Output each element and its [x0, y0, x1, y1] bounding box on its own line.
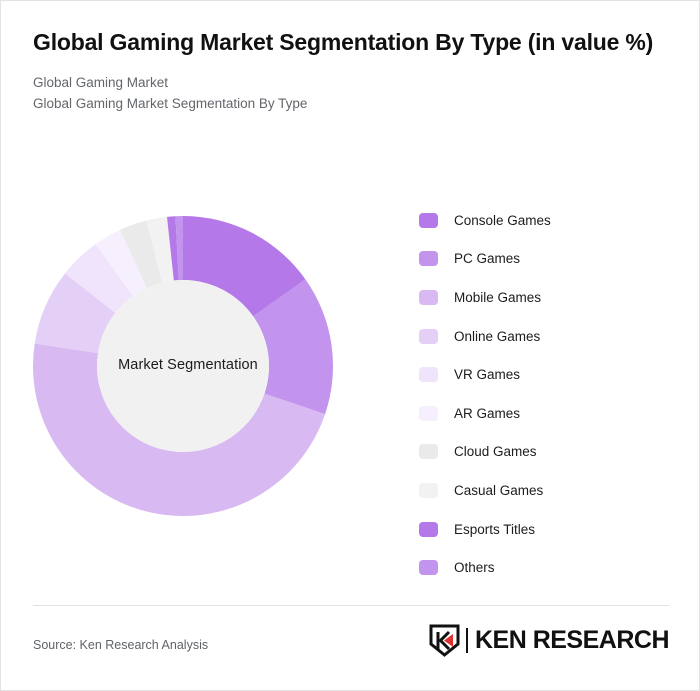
legend-item[interactable]: VR Games	[419, 355, 679, 394]
donut-slice[interactable]	[119, 220, 163, 288]
legend-swatch	[419, 251, 438, 267]
brand-divider	[465, 628, 468, 653]
donut-slice[interactable]	[65, 244, 133, 313]
legend-swatch	[419, 405, 438, 421]
legend-item[interactable]: Mobile Games	[419, 278, 679, 317]
donut-slice[interactable]	[183, 216, 306, 317]
brand-logo: KEN RESEARCH	[429, 624, 670, 657]
chart-header: Global Gaming Market Segmentation By Typ…	[33, 27, 673, 115]
legend-label: AR Games	[454, 405, 521, 421]
page-title: Global Gaming Market Segmentation By Typ…	[33, 29, 654, 55]
legend-label: Cloud Games	[454, 444, 537, 460]
source-note: Source: Ken Research Analysis	[33, 638, 209, 652]
legend-swatch	[419, 289, 438, 305]
legend-item[interactable]: Esports Titles	[419, 510, 679, 549]
donut-slice[interactable]	[175, 216, 183, 281]
legend-swatch	[419, 328, 438, 344]
chart-legend: Console Games PC Games Mobile Games Online …	[419, 201, 679, 587]
legend-item[interactable]: Cloud Games	[419, 433, 679, 472]
donut-slice[interactable]	[167, 216, 179, 281]
chart-body: Market Segmentation Console Games PC Game…	[1, 186, 699, 587]
donut-slice[interactable]	[95, 229, 147, 297]
donut-chart: Market Segmentation	[23, 200, 353, 530]
donut-chart-svg	[32, 216, 334, 516]
legend-item[interactable]: Console Games	[419, 201, 679, 240]
legend-label: Others	[454, 560, 495, 576]
legend-swatch	[419, 367, 438, 383]
donut-slice-group	[32, 216, 334, 516]
legend-item[interactable]: PC Games	[419, 240, 679, 279]
legend-swatch	[419, 521, 438, 537]
breadcrumb-market: Global Gaming Market	[33, 75, 169, 91]
legend-label: VR Games	[454, 367, 521, 383]
donut-slice[interactable]	[34, 273, 116, 354]
legend-item[interactable]: Online Games	[419, 317, 679, 356]
legend-label: Casual Games	[454, 482, 544, 498]
donut-slice[interactable]	[146, 216, 174, 283]
subtitle-block: Global Gaming Market Global Gaming Marke…	[33, 73, 673, 115]
legend-swatch	[419, 560, 438, 576]
donut-center-hole	[97, 280, 269, 452]
footer-divider	[33, 605, 669, 606]
donut-slice[interactable]	[253, 279, 334, 415]
legend-label: Online Games	[454, 328, 541, 344]
legend-item[interactable]: Casual Games	[419, 471, 679, 510]
breadcrumb-segmentation: Global Gaming Market Segmentation By Typ…	[33, 96, 308, 112]
legend-swatch	[419, 212, 438, 228]
legend-item[interactable]: AR Games	[419, 394, 679, 433]
legend-label: Console Games	[454, 212, 551, 228]
brand-name: KEN RESEARCH	[474, 626, 670, 654]
legend-swatch	[419, 482, 438, 498]
legend-swatch	[419, 444, 438, 460]
legend-label: Mobile Games	[454, 289, 542, 305]
legend-label: PC Games	[454, 251, 521, 267]
legend-item[interactable]: Others	[419, 548, 679, 587]
legend-label: Esports Titles	[454, 521, 536, 537]
ken-research-shield-icon	[429, 624, 460, 657]
donut-slice[interactable]	[32, 343, 326, 516]
